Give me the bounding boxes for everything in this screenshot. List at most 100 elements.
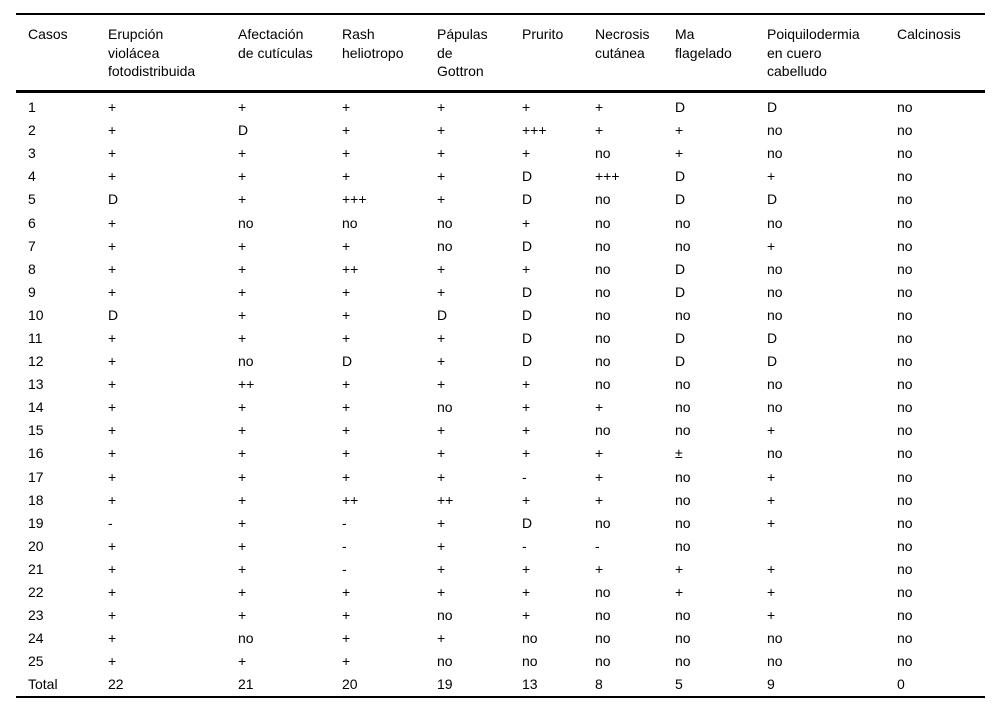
column-header: Rash heliotropo bbox=[342, 14, 437, 91]
table-cell: 0 bbox=[897, 676, 905, 693]
table-cell: + bbox=[108, 445, 117, 462]
table-cell: D bbox=[675, 329, 686, 346]
case-label-cell: 9 bbox=[28, 283, 36, 300]
table-cell: + bbox=[675, 145, 684, 162]
table-cell: + bbox=[108, 607, 117, 624]
table-cell: 5 bbox=[675, 676, 683, 693]
table-cell: + bbox=[238, 283, 247, 300]
table-cell: no bbox=[897, 99, 913, 116]
column-header: Erupción violácea fotodistribuida bbox=[108, 14, 238, 91]
table-cell: + bbox=[108, 260, 117, 277]
table-cell: + bbox=[108, 584, 117, 601]
table-cell: + bbox=[342, 630, 351, 647]
table-cell: + bbox=[342, 445, 351, 462]
table-cell: D bbox=[675, 99, 686, 116]
table-cell: no bbox=[897, 630, 913, 647]
table-cell: + bbox=[522, 376, 531, 393]
table-cell: + bbox=[437, 630, 446, 647]
table-cell: - bbox=[342, 560, 347, 577]
table-cell: + bbox=[522, 99, 531, 116]
table-cell: + bbox=[437, 537, 446, 554]
table-cell: + bbox=[595, 445, 604, 462]
table-cell: no bbox=[675, 607, 691, 624]
table-cell: ++ bbox=[238, 376, 255, 393]
table-cell: no bbox=[437, 653, 453, 670]
case-label-cell: 23 bbox=[28, 607, 44, 624]
table-cell: D bbox=[522, 353, 533, 370]
table-cell: no bbox=[595, 653, 611, 670]
table-cell: + bbox=[437, 376, 446, 393]
table-cell: no bbox=[522, 630, 538, 647]
table-container: Casos Erupción violácea fotodistribuida Af… bbox=[16, 13, 985, 698]
table-cell: no bbox=[595, 376, 611, 393]
table-cell: + bbox=[767, 584, 776, 601]
table-cell: no bbox=[897, 122, 913, 139]
table-cell: no bbox=[522, 653, 538, 670]
total-row: Total 22 21 20 19 13 8 5 9 0 bbox=[16, 673, 985, 697]
table-row: 2 + D + + +++ + + no no bbox=[16, 119, 985, 142]
table-cell: D bbox=[108, 191, 119, 208]
table-cell: D bbox=[675, 283, 686, 300]
table-cell: + bbox=[342, 468, 351, 485]
table-cell: + bbox=[108, 122, 117, 139]
table-cell: + bbox=[238, 145, 247, 162]
table-cell: + bbox=[767, 491, 776, 508]
table-cell: + bbox=[342, 168, 351, 185]
table-cell: + bbox=[522, 491, 531, 508]
table-cell: + bbox=[675, 560, 684, 577]
case-label-cell: 20 bbox=[28, 537, 44, 554]
table-cell: no bbox=[897, 306, 913, 323]
table-cell: + bbox=[108, 237, 117, 254]
table-cell: no bbox=[767, 283, 783, 300]
case-label-cell: 10 bbox=[28, 306, 44, 323]
table-cell: + bbox=[437, 584, 446, 601]
table-cell: + bbox=[342, 422, 351, 439]
table-cell: D bbox=[522, 237, 533, 254]
table-cell: 8 bbox=[595, 676, 603, 693]
table-cell: no bbox=[897, 214, 913, 231]
table-cell: D bbox=[675, 353, 686, 370]
table-cell: + bbox=[675, 122, 684, 139]
table-cell: no bbox=[897, 514, 913, 531]
table-cell: + bbox=[675, 584, 684, 601]
table-cell: no bbox=[675, 422, 691, 439]
table-cell: - bbox=[342, 514, 347, 531]
table-cell: + bbox=[437, 353, 446, 370]
table-cell: no bbox=[897, 445, 913, 462]
case-label-cell: 4 bbox=[28, 168, 36, 185]
table-cell: + bbox=[342, 607, 351, 624]
case-label-cell: 3 bbox=[28, 145, 36, 162]
table-cell: + bbox=[108, 376, 117, 393]
table-cell: + bbox=[342, 283, 351, 300]
table-cell: + bbox=[767, 514, 776, 531]
table-cell: + bbox=[522, 260, 531, 277]
table-cell: + bbox=[238, 468, 247, 485]
case-label-cell: 2 bbox=[28, 122, 36, 139]
table-cell: D bbox=[767, 329, 778, 346]
column-header: Ma flagelado bbox=[675, 14, 767, 91]
table-cell: no bbox=[595, 237, 611, 254]
table-cell: no bbox=[675, 306, 691, 323]
table-cell: + bbox=[238, 399, 247, 416]
table-cell: no bbox=[897, 237, 913, 254]
table-cell: + bbox=[437, 283, 446, 300]
case-label-cell: 18 bbox=[28, 491, 44, 508]
table-cell: + bbox=[342, 399, 351, 416]
table-cell: + bbox=[108, 99, 117, 116]
table-cell: + bbox=[342, 122, 351, 139]
table-cell: no bbox=[897, 468, 913, 485]
case-label-cell: Total bbox=[28, 676, 58, 693]
table-cell: no bbox=[897, 399, 913, 416]
column-header-label: Rash heliotropo bbox=[342, 26, 404, 61]
column-header-label: Afectación de cutículas bbox=[238, 26, 313, 61]
table-cell: + bbox=[767, 422, 776, 439]
table-cell: + bbox=[595, 399, 604, 416]
table-cell: D bbox=[522, 329, 533, 346]
table-cell: no bbox=[595, 191, 611, 208]
case-label-cell: 22 bbox=[28, 584, 44, 601]
column-header-label: Prurito bbox=[522, 26, 564, 42]
